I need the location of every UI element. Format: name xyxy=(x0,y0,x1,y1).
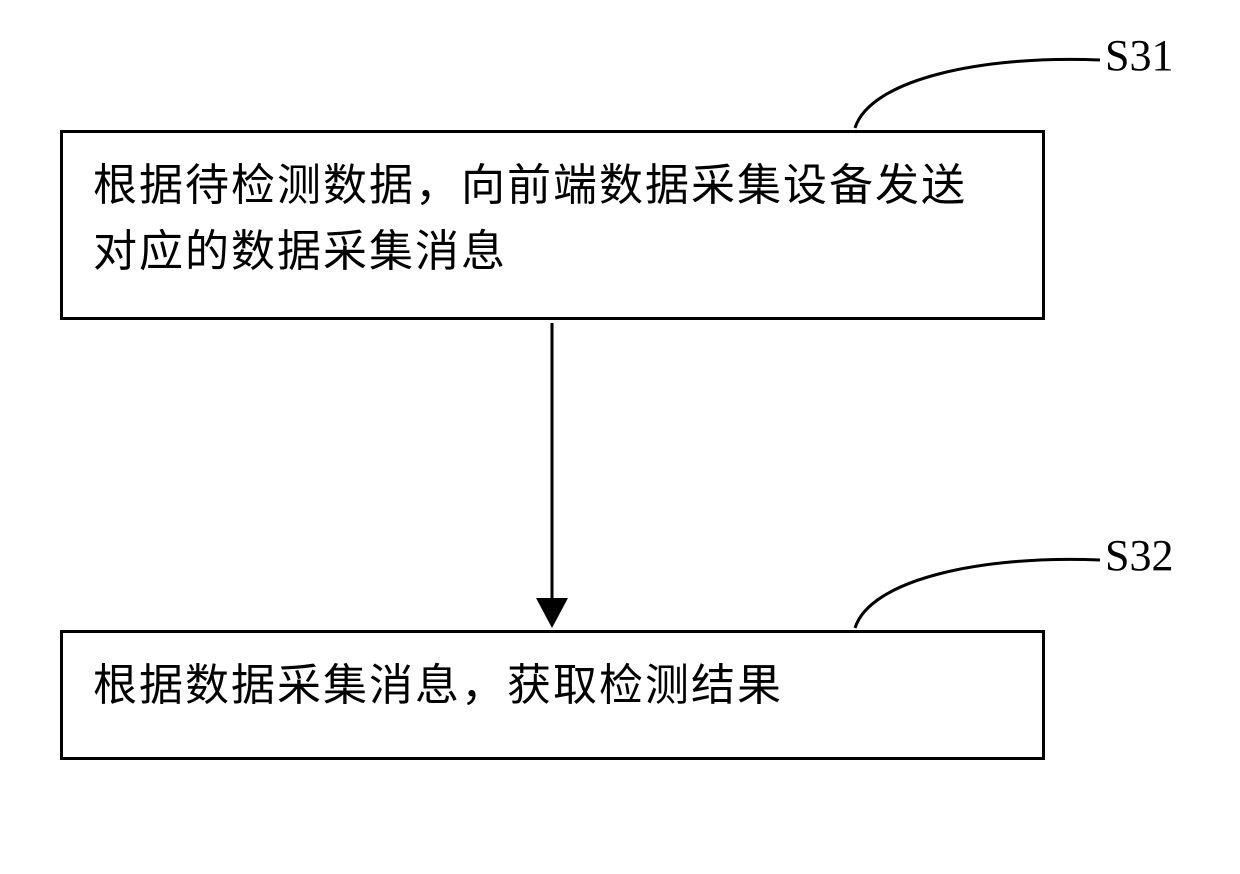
node-s31-text: 根据待检测数据，向前端数据采集设备发送对应的数据采集消息 xyxy=(93,153,1012,285)
flowchart-node-s32: 根据数据采集消息，获取检测结果 xyxy=(60,630,1045,760)
callout-label-s31: S31 xyxy=(1105,30,1173,81)
callout-label-s32: S32 xyxy=(1105,530,1173,581)
node-s32-text: 根据数据采集消息，获取检测结果 xyxy=(93,653,783,719)
flowchart-node-s31: 根据待检测数据，向前端数据采集设备发送对应的数据采集消息 xyxy=(60,130,1045,320)
